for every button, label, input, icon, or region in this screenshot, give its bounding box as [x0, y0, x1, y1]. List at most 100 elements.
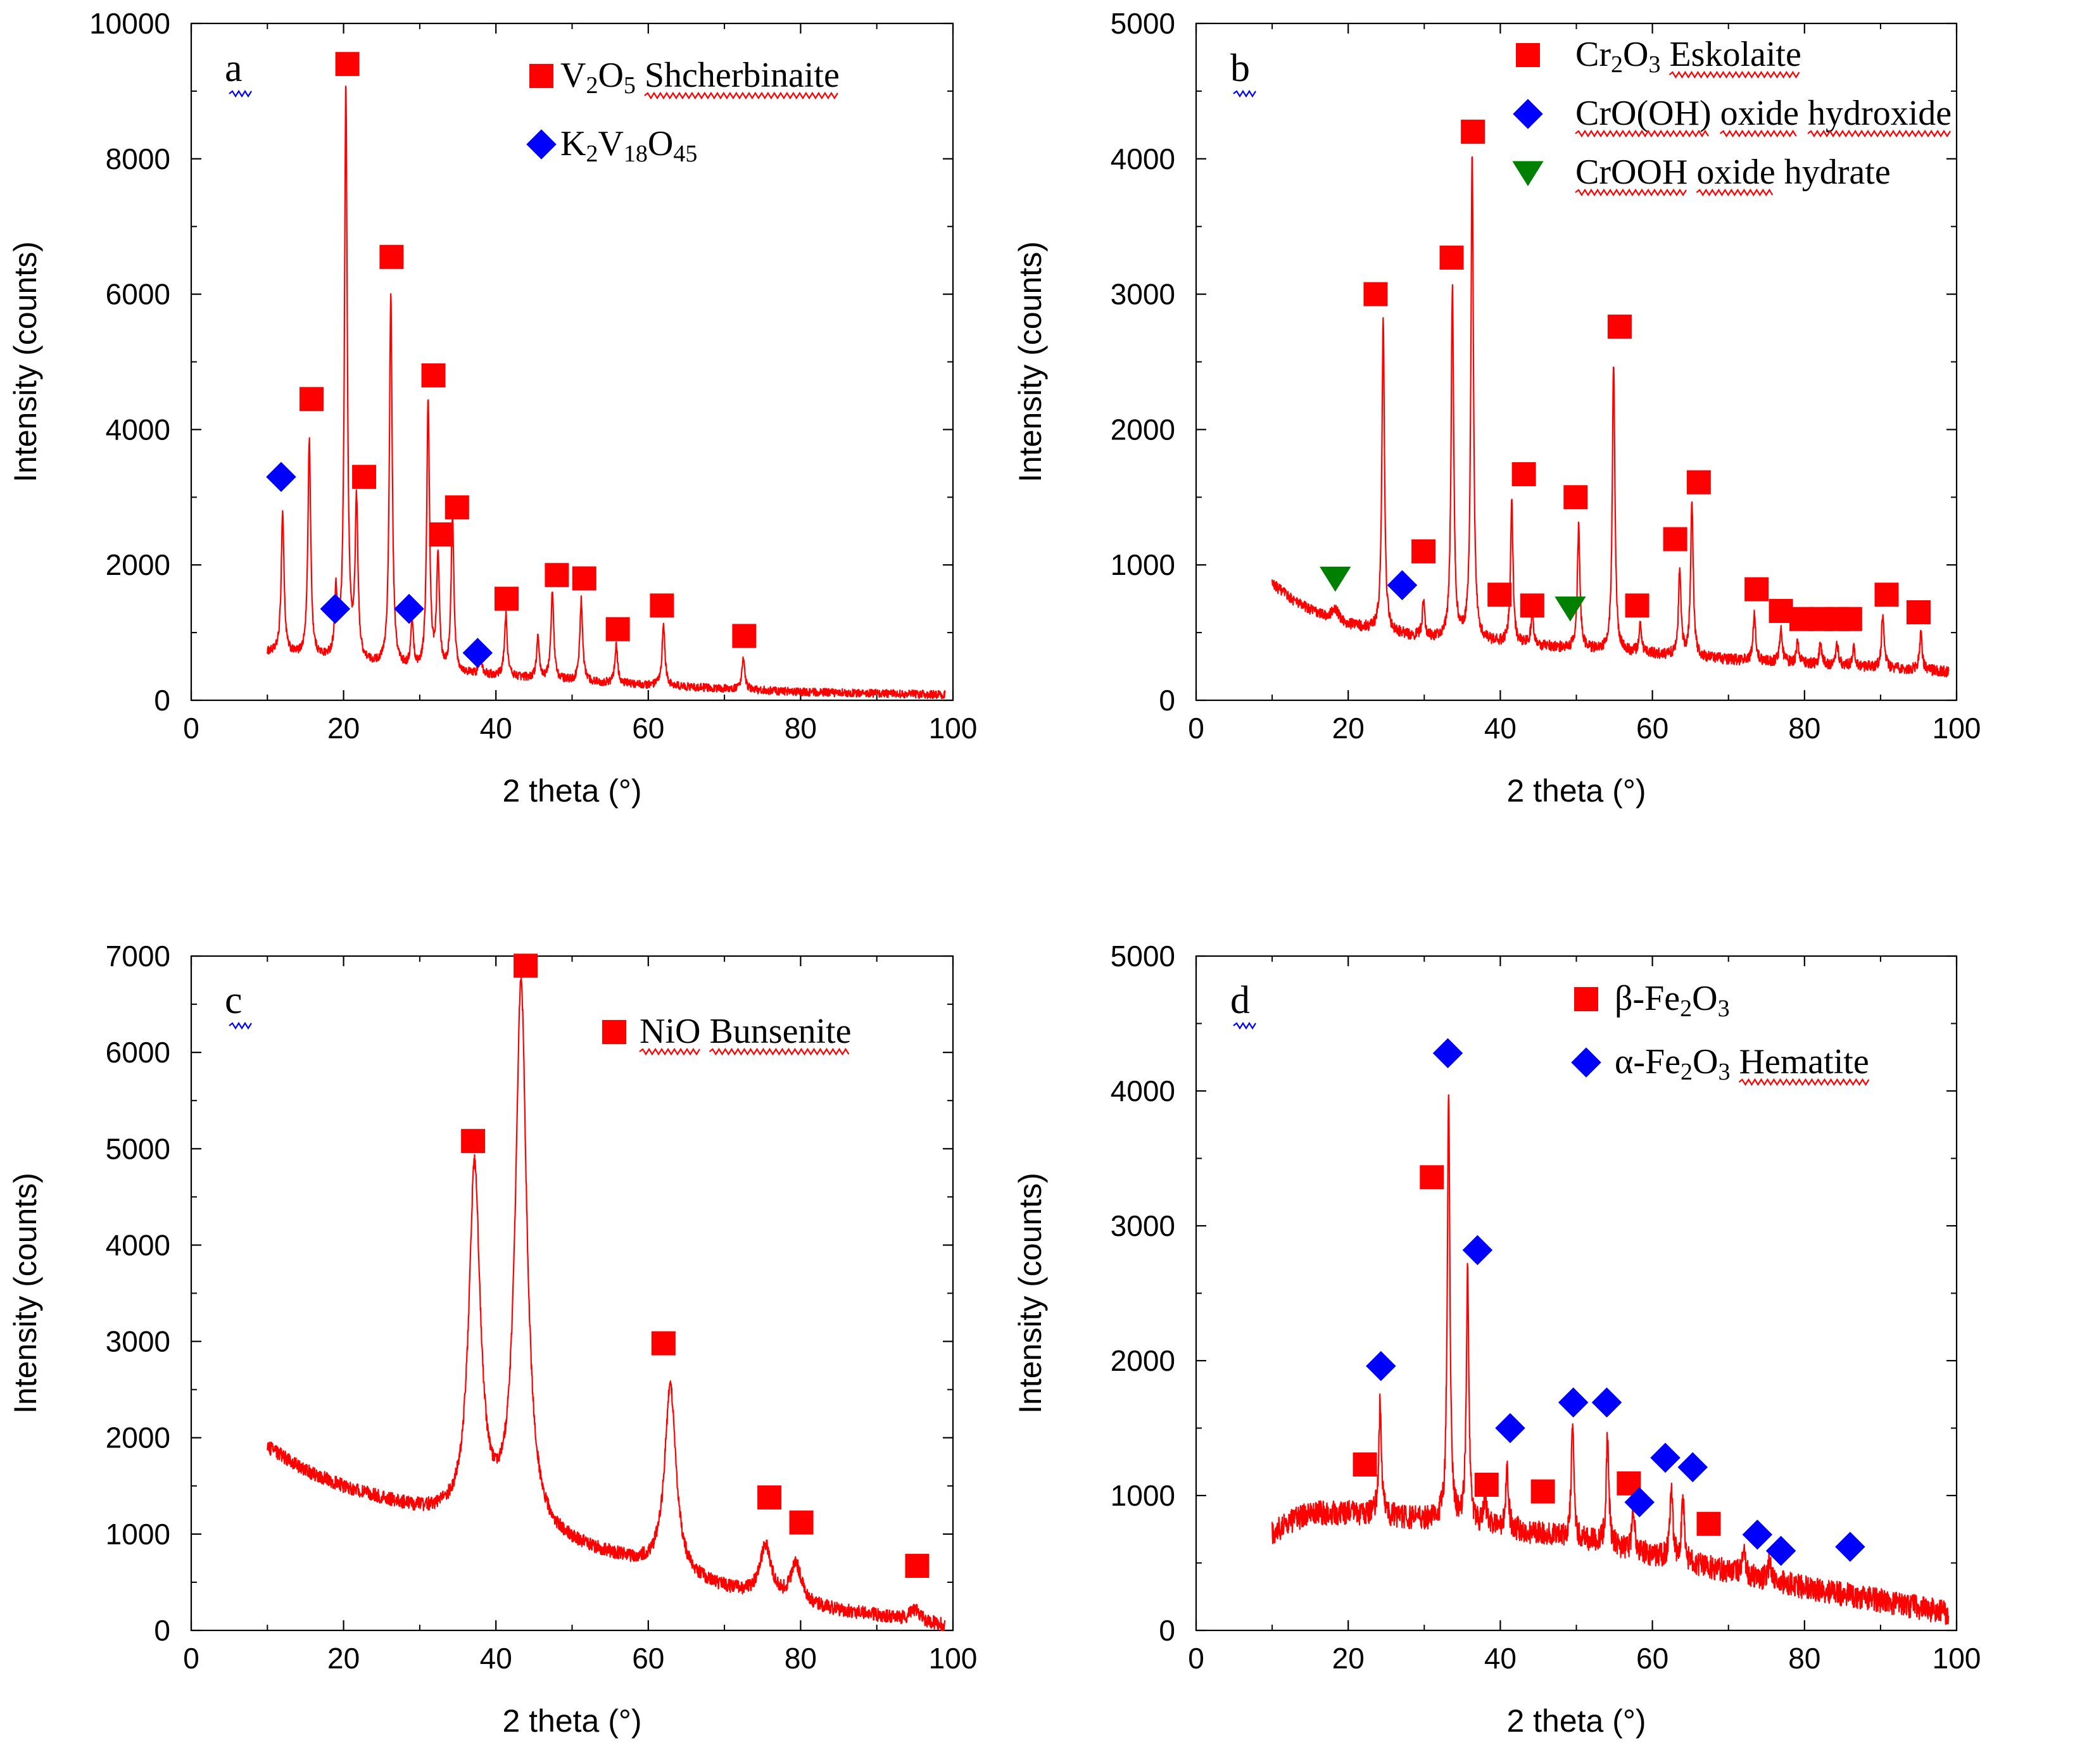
- legend-text: Bunsenite: [709, 1012, 851, 1051]
- panel-label-squiggle: [1233, 1021, 1256, 1030]
- panel-label: a: [225, 47, 243, 90]
- legend-entry: NiO Bunsenite: [640, 1012, 851, 1051]
- phase-marker-square: [732, 624, 757, 648]
- x-tick-label: 40: [1484, 712, 1517, 745]
- y-tick-label: 0: [154, 1614, 170, 1647]
- legend-text: [1660, 35, 1669, 74]
- y-tick-label: 10000: [89, 7, 170, 40]
- x-tick-label: 0: [183, 712, 199, 745]
- legend-text: V: [560, 56, 586, 95]
- panel-label: b: [1230, 47, 1250, 90]
- phase-marker-square: [1744, 577, 1769, 602]
- phase-marker-diamond: [1650, 1442, 1681, 1473]
- spellcheck-squiggle: [709, 1047, 850, 1056]
- y-tick-label: 1000: [106, 1518, 170, 1551]
- legend-text: [1687, 153, 1696, 192]
- panel-label-squiggle: [229, 89, 252, 98]
- y-tick-label: 5000: [1111, 940, 1175, 973]
- xrd-trace: [267, 977, 946, 1632]
- legend-text: Hematite: [1739, 1042, 1869, 1081]
- phase-marker-diamond: [1677, 1452, 1708, 1483]
- spellcheck-squiggle: [639, 1047, 700, 1056]
- phase-marker-square: [495, 586, 519, 611]
- y-tick-label: 5000: [106, 1132, 170, 1165]
- legend-subscript: 45: [673, 141, 697, 167]
- legend-marker-square: [1574, 987, 1598, 1011]
- legend-text: [700, 1012, 709, 1051]
- phase-marker-square: [1769, 598, 1793, 623]
- phase-marker-square: [1906, 600, 1931, 625]
- legend-entry: β-Fe2O3: [1615, 979, 1730, 1022]
- x-tick-label: 20: [1332, 1642, 1365, 1675]
- legend-entry: CrO(OH) oxide hydroxide: [1575, 94, 1952, 133]
- phase-marker-diamond: [320, 593, 351, 624]
- legend-entry: CrOOH oxide hydrate: [1575, 153, 1891, 192]
- phase-marker-square: [445, 495, 469, 520]
- phase-marker-square: [352, 465, 377, 489]
- legend-text: Shcherbinaite: [645, 56, 840, 95]
- x-tick-label: 40: [480, 1642, 512, 1675]
- y-tick-label: 4000: [1111, 1074, 1175, 1107]
- x-tick-label: 80: [1788, 712, 1820, 745]
- chart-panel-c: 0 20 40 60 80 1000100020003000400050006000700…: [8, 940, 977, 1739]
- phase-marker-diamond: [1742, 1520, 1773, 1550]
- phase-marker-diamond: [1432, 1038, 1463, 1069]
- legend-text: V: [598, 124, 623, 163]
- phase-marker-square: [1696, 1511, 1721, 1536]
- phase-marker-square: [1563, 485, 1588, 510]
- x-tick-label: 100: [1933, 1642, 1981, 1675]
- legend-subscript: 2: [1681, 1059, 1693, 1085]
- xrd-trace: [1271, 156, 1950, 677]
- x-tick-label: 60: [1636, 712, 1668, 745]
- y-tick-label: 0: [154, 684, 170, 717]
- legend-entry: K2V18O45: [560, 124, 697, 167]
- y-tick-label: 2000: [1111, 413, 1175, 446]
- legend-text: O: [1693, 1042, 1718, 1081]
- legend-text: O: [598, 56, 623, 95]
- legend-text: K: [560, 124, 586, 163]
- panel-label-squiggle: [1233, 89, 1256, 98]
- spellcheck-squiggle: [1719, 129, 1797, 138]
- legend-subscript: 2: [586, 72, 598, 99]
- phase-marker-diamond: [1366, 1351, 1396, 1382]
- legend-entry: V2O5 Shcherbinaite: [560, 56, 840, 99]
- phase-marker-diamond: [394, 593, 424, 624]
- phase-marker-square: [1520, 593, 1544, 618]
- phase-marker-square: [1686, 470, 1711, 495]
- phase-marker-square: [1607, 314, 1632, 339]
- phase-marker-square: [1439, 245, 1464, 270]
- phase-marker-square: [1353, 1452, 1377, 1477]
- legend-subscript: 2: [1611, 51, 1623, 78]
- legend-marker-square: [529, 64, 553, 88]
- legend-subscript: 2: [1680, 995, 1692, 1022]
- phase-marker-triangle: [1555, 596, 1586, 622]
- legend-marker-diamond: [526, 129, 557, 160]
- y-tick-label: 4000: [1111, 142, 1175, 175]
- x-tick-label: 20: [327, 712, 360, 745]
- phase-marker-square: [789, 1510, 814, 1535]
- x-tick-label: 100: [1933, 712, 1981, 745]
- y-tick-label: 7000: [106, 940, 170, 973]
- y-tick-label: 4000: [106, 413, 170, 446]
- legend-text: NiO: [640, 1012, 700, 1051]
- legend-marker-square: [602, 1020, 626, 1044]
- phase-marker-square: [300, 387, 324, 412]
- x-axis-label: 2 theta (°): [1506, 1703, 1646, 1739]
- spellcheck-squiggle: [1668, 70, 1800, 79]
- spellcheck-squiggle: [1738, 1078, 1870, 1087]
- phase-marker-square: [379, 244, 404, 269]
- legend-subscript: 5: [624, 72, 636, 99]
- phase-marker-diamond: [462, 638, 493, 668]
- y-tick-label: 2000: [1111, 1344, 1175, 1377]
- y-tick-label: 6000: [106, 1036, 170, 1069]
- legend-text: [1799, 94, 1808, 133]
- x-tick-label: 0: [1188, 1642, 1204, 1675]
- legend-subscript: 2: [586, 141, 598, 167]
- legend-text: hydroxide: [1808, 94, 1952, 133]
- panel-label-squiggle: [229, 1021, 252, 1030]
- legend-text: β-Fe: [1615, 979, 1680, 1018]
- y-tick-label: 3000: [1111, 278, 1175, 311]
- legend-marker-diamond: [1571, 1047, 1601, 1078]
